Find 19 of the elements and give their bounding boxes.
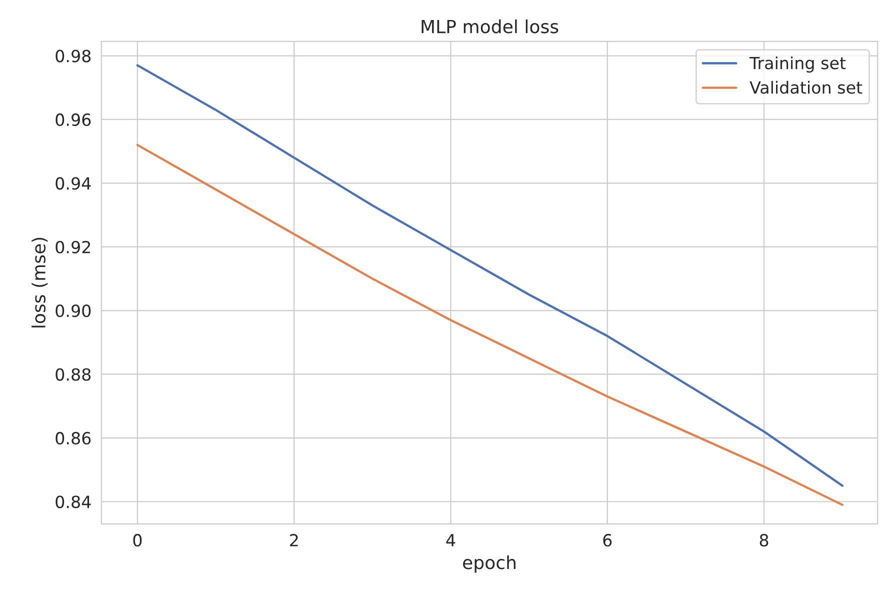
y-tick-label: 0.86 [56,432,91,444]
legend-label: Validation set [750,80,862,94]
y-tick-label: 0.96 [56,113,91,126]
y-tick-label: 0.84 [56,496,91,508]
y-tick-label: 0.88 [56,368,91,381]
x-tick-label: 4 [446,534,456,546]
x-tick-label: 2 [290,534,298,546]
y-tick-label: 0.90 [56,304,91,318]
y-tick-label: 0.92 [56,240,90,254]
legend-label: Training set [749,56,846,73]
x-tick-label: 0 [133,534,142,547]
y-axis-title: loss (mse) [32,238,48,328]
y-tick-label: 0.94 [56,177,91,190]
line-series [136,144,844,506]
x-tick-label: 6 [603,534,612,547]
x-tick-label: 8 [760,534,768,547]
y-tick-label: 0.98 [56,50,91,62]
chart-title: MLP model loss [422,19,558,34]
x-axis-title: epoch [463,555,516,573]
